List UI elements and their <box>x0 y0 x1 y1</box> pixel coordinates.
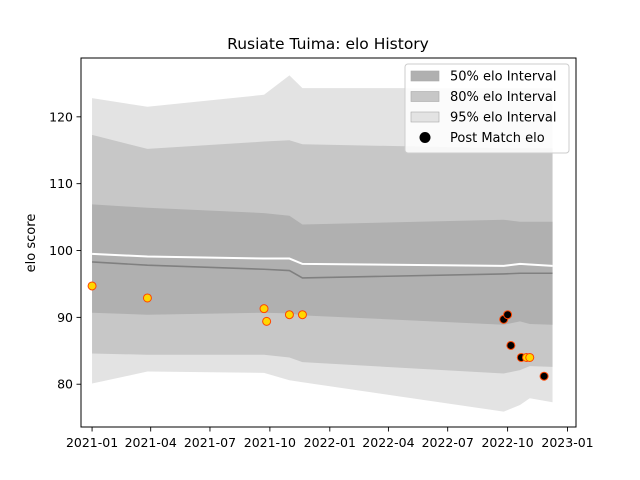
y-tick-label: 80 <box>57 377 73 392</box>
x-tick-label: 2021-04 <box>125 435 177 450</box>
y-tick-label: 100 <box>49 243 73 258</box>
x-tick-label: 2022-04 <box>362 435 414 450</box>
legend-label: 80% elo Interval <box>450 90 557 105</box>
plot-area <box>87 75 553 412</box>
post-match-point <box>262 316 272 326</box>
post-match-point <box>503 310 513 320</box>
y-axis-label: elo score <box>24 214 39 273</box>
chart-title: Rusiate Tuima: elo History <box>227 35 429 53</box>
legend-swatch-band80 <box>410 91 440 102</box>
x-tick-label: 2022-10 <box>481 435 533 450</box>
post-match-point <box>87 281 97 291</box>
y-tick-label: 120 <box>49 109 73 124</box>
x-tick-label: 2021-10 <box>244 435 296 450</box>
legend-label: Post Match elo <box>450 131 545 146</box>
legend-box <box>404 63 570 154</box>
x-tick-label: 2021-07 <box>184 435 236 450</box>
legend: 50% elo Interval 80% elo Interval 95% elo … <box>404 63 570 154</box>
post-match-point <box>297 310 307 320</box>
plot-frame <box>80 57 577 428</box>
post-match-point <box>525 352 535 362</box>
x-tick-label: 2022-01 <box>304 435 356 450</box>
x-tick-label: 2021-01 <box>66 435 118 450</box>
mean-line <box>92 252 553 267</box>
interval-bands <box>92 75 553 412</box>
legend-label: 50% elo Interval <box>450 70 557 85</box>
legend-swatch-band95 <box>410 111 440 123</box>
median-line <box>92 261 553 279</box>
post-match-point <box>142 293 152 303</box>
legend-swatch-band50 <box>410 70 440 82</box>
legend-label: 95% elo Interval <box>450 111 557 126</box>
trend-lines <box>92 252 553 279</box>
y-tick-label: 110 <box>49 176 73 191</box>
x-tick-label: 2022-07 <box>422 435 474 450</box>
post-match-point <box>284 310 294 320</box>
x-axis: 2021-01 2021-04 2021-07 2021-10 2022-01 2022-… <box>66 427 594 450</box>
y-axis: 80 90 100 110 120 <box>49 109 81 392</box>
post-match-point <box>506 340 516 350</box>
x-tick-label: 2023-01 <box>541 435 593 450</box>
post-match-points <box>87 281 549 381</box>
post-match-point <box>259 304 269 314</box>
legend-marker <box>419 132 431 143</box>
y-tick-label: 90 <box>57 310 73 325</box>
post-match-point <box>539 371 549 381</box>
